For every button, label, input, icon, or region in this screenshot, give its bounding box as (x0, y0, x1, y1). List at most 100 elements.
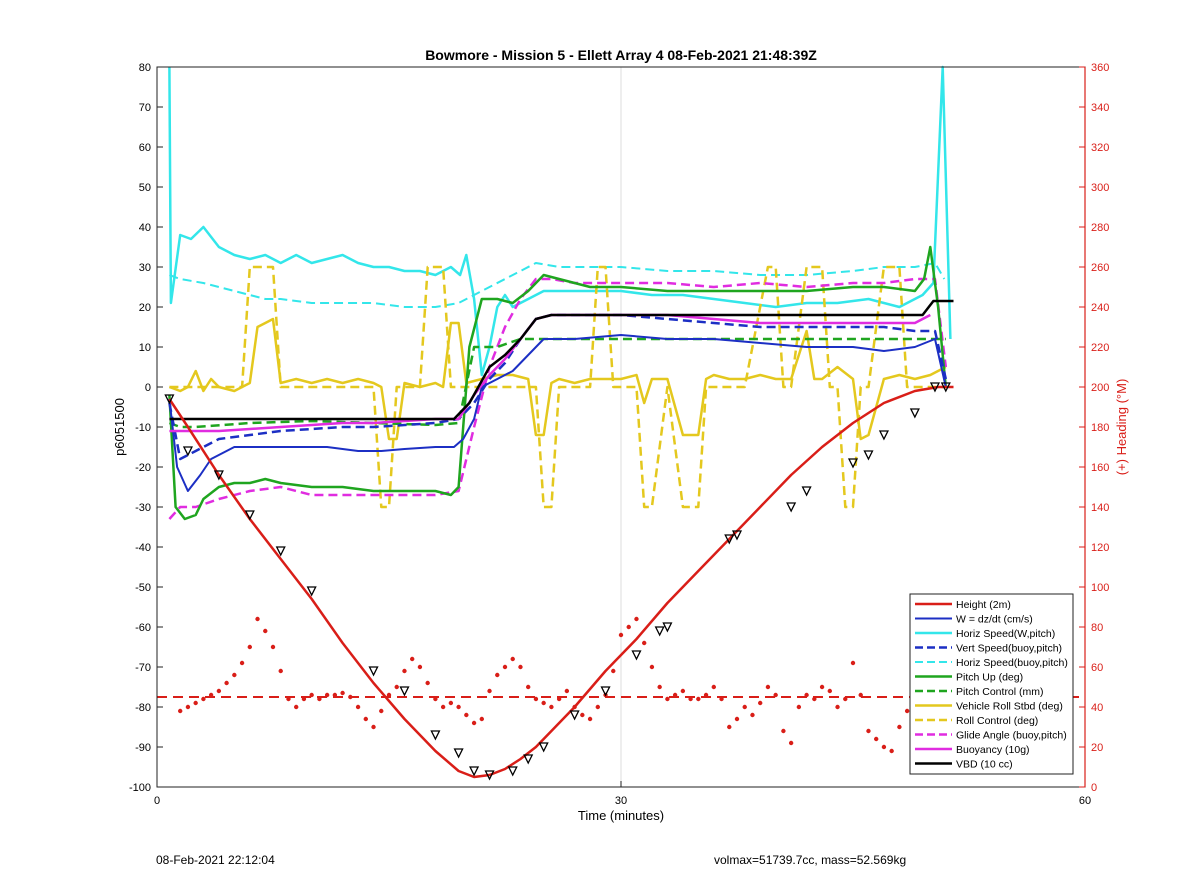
x-tick-label: 60 (1079, 795, 1091, 807)
height-marker (631, 650, 642, 661)
y2-tick-label: 280 (1091, 222, 1109, 234)
heading-point (201, 696, 206, 702)
y-tick-label: -70 (135, 662, 151, 674)
height-marker (929, 382, 941, 393)
heading-point (232, 672, 237, 678)
heading-point (247, 644, 252, 650)
heading-point (734, 716, 740, 722)
heading-point (711, 684, 716, 690)
heading-point (634, 616, 639, 622)
heading-point (874, 736, 879, 742)
footer-timestamp: 08-Feb-2021 22:12:04 (156, 853, 275, 867)
height-markers (164, 382, 951, 781)
y2-tick-label: 340 (1091, 102, 1109, 114)
chart-title: Bowmore - Mission 5 - Ellett Array 4 08-… (425, 47, 817, 63)
heading-point (216, 688, 222, 694)
height-marker (538, 742, 549, 753)
heading-point (456, 704, 461, 710)
heading-point (363, 716, 368, 722)
y2-tick-label: 0 (1091, 782, 1097, 794)
heading-point (263, 628, 268, 634)
legend-label: Vehicle Roll Stbd (deg) (956, 701, 1063, 713)
height-marker (786, 502, 797, 513)
heading-point (193, 700, 198, 706)
heading-point (781, 728, 786, 734)
height-marker (662, 622, 673, 633)
height-marker (731, 530, 743, 541)
legend-label: Glide Angle (buoy,pitch) (956, 730, 1067, 742)
height-marker (244, 510, 255, 521)
y2-tick-label: 180 (1091, 422, 1109, 434)
heading-point (904, 708, 910, 714)
heading-point (788, 740, 794, 746)
legend-label: W = dz/dt (cm/s) (956, 614, 1033, 626)
height-marker (275, 546, 286, 557)
height-marker (164, 394, 175, 405)
heading-point (355, 704, 361, 710)
heading-point (541, 700, 546, 706)
y2-tick-label: 40 (1091, 702, 1103, 714)
heading-point (410, 656, 415, 662)
heading-point (239, 660, 245, 666)
height-marker (523, 754, 534, 765)
height-marker (847, 458, 859, 469)
heading-point (185, 704, 191, 710)
heading-point (595, 704, 600, 710)
heading-point (881, 744, 887, 750)
heading-point (750, 712, 755, 718)
height-marker (368, 666, 379, 677)
y-tick-label: 40 (139, 222, 151, 234)
y2-tick-label: 140 (1091, 502, 1109, 514)
x-tick-label: 30 (615, 795, 627, 807)
y2-tick-label: 160 (1091, 462, 1109, 474)
height-marker (863, 450, 874, 461)
legend-label: Horiz Speed(W,pitch) (956, 628, 1055, 640)
heading-point (819, 684, 825, 690)
height-marker (430, 730, 441, 741)
y2-tick-label: 220 (1091, 342, 1109, 354)
heading-point (665, 696, 670, 702)
heading-point (479, 716, 484, 722)
height-marker (878, 430, 889, 441)
heading-point (850, 660, 856, 666)
axes: 0 30 60-100-90-80-70-60-50-40-30-20-100102… (129, 62, 1109, 807)
heading-point (657, 684, 662, 690)
heading-point (611, 668, 616, 674)
height-marker (654, 626, 665, 637)
y-tick-label: -10 (135, 422, 151, 434)
series-line (169, 299, 954, 421)
heading-point (765, 684, 771, 690)
y-tick-label: 70 (139, 102, 151, 114)
y2-tick-label: 360 (1091, 62, 1109, 74)
heading-point (379, 708, 384, 714)
y-tick-label: -90 (135, 742, 151, 754)
height-marker (306, 586, 317, 597)
heading-point (827, 688, 832, 694)
heading-point (448, 700, 454, 706)
heading-point (178, 708, 183, 714)
legend-label: Roll Control (deg) (956, 715, 1038, 727)
heading-point (502, 664, 508, 670)
height-marker (724, 534, 735, 545)
heading-point (425, 680, 430, 686)
heading-point (417, 664, 423, 670)
height-marker (484, 770, 495, 781)
y2-tick-label: 20 (1091, 742, 1103, 754)
heading-point (618, 632, 624, 638)
legend-label: Vert Speed(buoy,pitch) (956, 643, 1062, 655)
y-tick-label: 80 (139, 62, 151, 74)
height-marker (507, 766, 518, 777)
series-line (169, 313, 931, 433)
legend-box (909, 593, 1074, 775)
y2-tick-label: 100 (1091, 582, 1109, 594)
heading-point (510, 656, 515, 662)
height-marker (182, 446, 193, 457)
heading-point (495, 672, 500, 678)
heading-point (224, 680, 229, 686)
heading-point (835, 704, 840, 710)
legend-label: VBD (10 cc) (956, 759, 1013, 771)
heading-point (742, 704, 747, 710)
height-marker (453, 748, 464, 759)
series-lines (168, 65, 954, 779)
y-tick-label: -30 (135, 502, 151, 514)
